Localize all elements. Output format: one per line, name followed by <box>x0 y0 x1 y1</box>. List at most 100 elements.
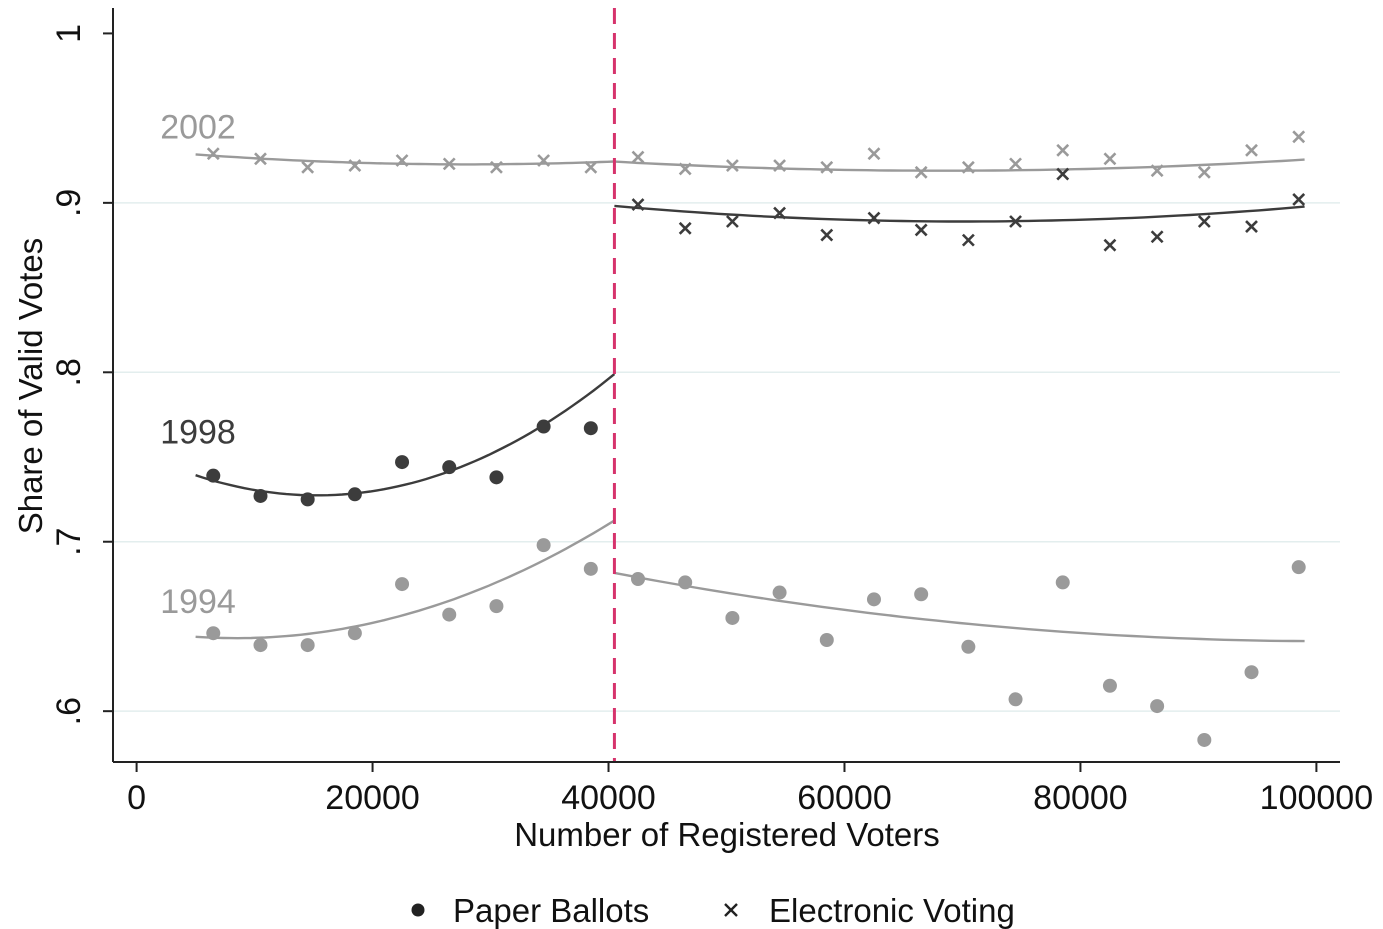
point-paper-1994 <box>206 626 221 641</box>
point-paper-1998 <box>300 492 315 507</box>
point-electronic-2002 <box>584 160 598 174</box>
point-electronic-2002 <box>725 159 739 172</box>
point-electronic-1998 <box>1197 215 1211 228</box>
point-paper-1994 <box>866 592 881 607</box>
point-paper-1994 <box>347 626 362 641</box>
point-paper-1994 <box>678 575 693 590</box>
point-paper-1994 <box>300 638 315 653</box>
point-electronic-1998 <box>1292 193 1306 206</box>
point-paper-1994 <box>1008 692 1023 707</box>
x-tick-label: 80000 <box>1033 779 1128 817</box>
x-axis-title: Number of Registered Voters <box>514 816 940 853</box>
point-electronic-1998 <box>1009 215 1022 228</box>
point-electronic-2002 <box>254 152 267 166</box>
point-electronic-1998 <box>1103 238 1117 252</box>
x-tick-label: 0 <box>127 779 146 817</box>
point-electronic-2002 <box>537 154 551 167</box>
point-electronic-2002 <box>867 147 881 161</box>
point-electronic-2002 <box>1009 157 1022 171</box>
point-paper-1998 <box>583 421 598 436</box>
point-electronic-2002 <box>773 159 787 172</box>
point-paper-1994 <box>583 561 598 576</box>
year-label-2002: 2002 <box>160 108 236 146</box>
point-paper-1998 <box>536 419 551 434</box>
x-tick-label: 60000 <box>797 779 892 817</box>
point-electronic-2002 <box>678 162 692 176</box>
point-electronic-1998 <box>1150 230 1164 244</box>
point-electronic-2002 <box>1056 143 1070 157</box>
y-tick-label: .6 <box>50 697 88 725</box>
point-electronic-2002 <box>961 160 975 174</box>
x-tick-label: 40000 <box>561 779 656 817</box>
point-paper-1994 <box>442 607 457 622</box>
point-electronic-1998 <box>820 228 834 242</box>
x-tick-label: 20000 <box>325 779 420 817</box>
point-paper-1998 <box>489 470 504 485</box>
data-points <box>206 130 1306 747</box>
year-label-1998: 1998 <box>160 413 236 451</box>
point-paper-1998 <box>442 460 457 475</box>
point-electronic-1998 <box>1056 167 1070 181</box>
point-paper-1994 <box>536 538 551 553</box>
series-labels: 2002 1998 1994 <box>160 108 236 620</box>
point-paper-1994 <box>914 587 929 602</box>
point-electronic-2002 <box>914 165 928 179</box>
point-paper-1994 <box>961 639 976 654</box>
gridlines <box>113 202 1340 712</box>
point-paper-1998 <box>206 468 221 483</box>
point-paper-1994 <box>1055 575 1070 590</box>
point-electronic-2002 <box>301 160 315 174</box>
point-electronic-1998 <box>678 221 692 235</box>
point-electronic-1998 <box>725 215 739 228</box>
legend-dot-marker <box>411 903 425 917</box>
point-paper-1994 <box>772 585 787 600</box>
point-electronic-2002 <box>395 154 409 167</box>
point-paper-1998 <box>395 455 410 470</box>
legend: Paper Ballots Electronic Voting <box>411 892 1015 929</box>
fit-curve-1994 <box>195 519 616 640</box>
fit-curve-1994 <box>614 571 1305 643</box>
point-paper-1994 <box>253 638 268 653</box>
point-electronic-2002 <box>1150 164 1164 178</box>
point-electronic-1998 <box>867 211 881 225</box>
point-electronic-2002 <box>490 160 503 174</box>
point-paper-1998 <box>347 487 362 502</box>
point-electronic-2002 <box>820 160 834 174</box>
point-paper-1994 <box>1102 678 1117 693</box>
point-electronic-1998 <box>961 233 975 247</box>
legend-label-paper: Paper Ballots <box>453 892 649 929</box>
axes: .6 .7 .8 .9 1 0 20000 40000 60000 80000 100000 <box>50 8 1373 817</box>
y-axis-title: Share of Valid Votes <box>12 238 49 535</box>
point-paper-1998 <box>253 488 268 503</box>
point-electronic-1998 <box>773 206 787 220</box>
point-electronic-2002 <box>1245 143 1258 157</box>
legend-x-marker <box>724 903 738 917</box>
point-electronic-2002 <box>206 147 220 161</box>
fit-curve-1998 <box>614 204 1305 223</box>
point-electronic-1998 <box>631 198 645 211</box>
year-label-1994: 1994 <box>160 583 236 621</box>
point-paper-1994 <box>1150 699 1165 714</box>
point-paper-1994 <box>395 577 410 592</box>
point-electronic-2002 <box>442 157 456 171</box>
x-tick-label: 100000 <box>1260 779 1373 817</box>
legend-label-electronic: Electronic Voting <box>769 892 1015 929</box>
point-electronic-2002 <box>348 159 362 172</box>
y-tick-label: .9 <box>50 189 88 217</box>
point-paper-1994 <box>1244 665 1259 680</box>
point-electronic-1998 <box>1245 220 1258 233</box>
point-paper-1994 <box>1291 560 1306 575</box>
y-tick-label: .7 <box>50 528 88 556</box>
point-paper-1994 <box>631 572 646 587</box>
point-electronic-2002 <box>1197 165 1211 179</box>
point-paper-1994 <box>819 633 834 648</box>
point-paper-1994 <box>1197 732 1212 747</box>
point-electronic-2002 <box>1292 130 1306 144</box>
y-tick-label: .8 <box>50 358 88 386</box>
y-tick-label: 1 <box>50 24 88 43</box>
point-electronic-2002 <box>1103 152 1117 166</box>
point-electronic-1998 <box>914 223 928 237</box>
point-paper-1994 <box>489 599 504 614</box>
